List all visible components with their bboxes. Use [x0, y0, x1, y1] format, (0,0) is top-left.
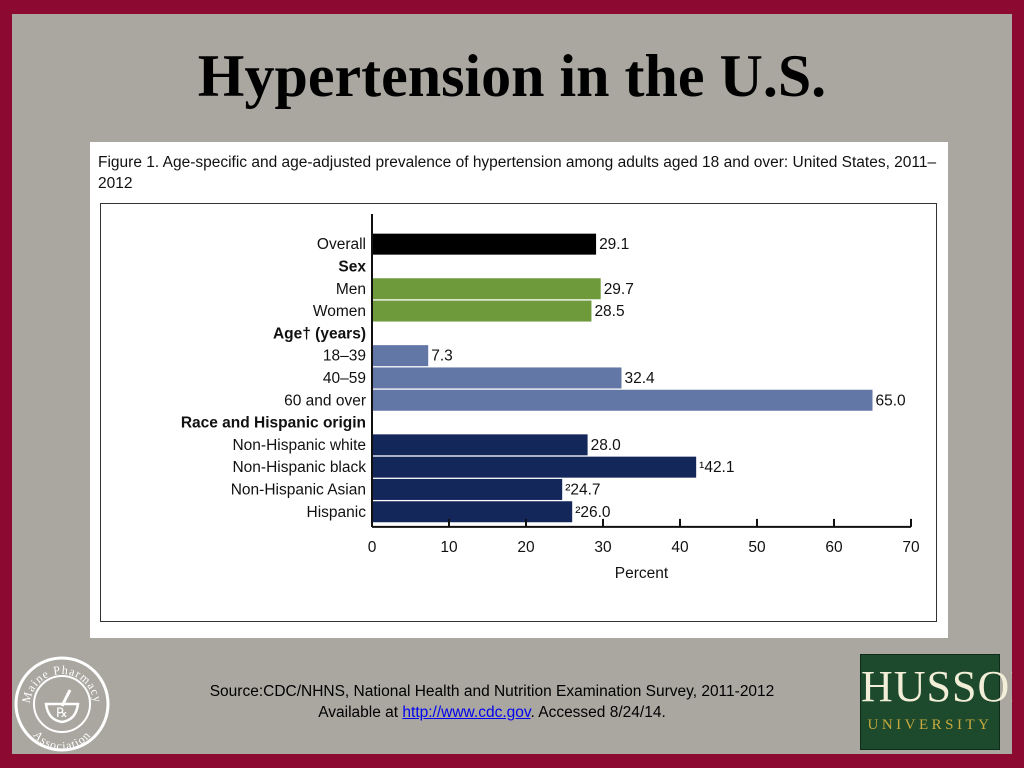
svg-text:℞: ℞	[56, 705, 68, 720]
accessed-text: . Accessed 8/24/14.	[530, 704, 666, 721]
chart-frame: Overall 29.1 Sex Men 29.7 Women 28.5 Age† (year…	[100, 203, 937, 622]
category-label: 18–39	[323, 348, 366, 365]
x-axis-label: Percent	[615, 565, 669, 582]
category-header: Age† (years)	[273, 325, 366, 342]
maine-pharmacy-association-logo: Maine Pharmacy Association ℞	[12, 654, 112, 754]
category-header: Race and Hispanic origin	[181, 415, 366, 432]
bar	[372, 501, 573, 523]
data-label: 65.0	[876, 392, 907, 409]
bar	[372, 456, 697, 478]
x-tick-label: 30	[594, 539, 612, 556]
bar	[372, 300, 592, 322]
data-label: 29.7	[604, 281, 634, 298]
husson-name: HUSSON	[861, 662, 1012, 711]
x-tick-label: 0	[368, 539, 377, 556]
category-label: 60 and over	[284, 392, 366, 409]
category-label: Men	[336, 281, 366, 298]
category-label: Non-Hispanic black	[232, 459, 366, 476]
mortar-pestle-icon: ℞	[44, 689, 80, 724]
bar	[372, 367, 622, 389]
data-label: 29.1	[599, 236, 629, 253]
category-label: Overall	[317, 236, 366, 253]
data-label: ¹42.1	[699, 459, 734, 476]
x-tick-label: 50	[748, 539, 766, 556]
husson-university-logo: HUSSON UNIVERSITY	[860, 654, 1012, 750]
data-label: 28.0	[591, 437, 622, 454]
slide-content: Hypertension in the U.S. Figure 1. Age-s…	[12, 14, 1012, 754]
availability-line: Available at http://www.cdc.gov. Accesse…	[112, 702, 872, 723]
x-tick-label: 70	[902, 539, 920, 556]
x-tick-label: 10	[440, 539, 458, 556]
bar	[372, 345, 429, 367]
bar	[372, 478, 563, 500]
data-label: ²26.0	[575, 504, 611, 521]
data-label: 28.5	[594, 303, 624, 320]
x-tick-label: 40	[671, 539, 689, 556]
data-label: 32.4	[624, 370, 655, 387]
figure-caption: Figure 1. Age-specific and age-adjusted …	[98, 154, 937, 192]
source-note: Source:CDC/NHNS, National Health and Nut…	[112, 681, 872, 723]
chart-panel: Figure 1. Age-specific and age-adjusted …	[90, 142, 948, 638]
bar	[372, 434, 588, 456]
category-header: Sex	[338, 258, 366, 275]
bar	[372, 233, 597, 255]
data-label: ²24.7	[565, 481, 600, 498]
data-label: 7.3	[431, 348, 453, 365]
husson-sub: UNIVERSITY	[867, 717, 993, 733]
bar	[372, 278, 601, 300]
category-label: 40–59	[323, 370, 366, 387]
bar	[372, 389, 873, 411]
category-label: Women	[313, 303, 366, 320]
category-label: Hispanic	[307, 504, 367, 521]
x-tick-label: 20	[517, 539, 535, 556]
cdc-link[interactable]: http://www.cdc.gov	[402, 704, 531, 721]
slide-title: Hypertension in the U.S.	[197, 43, 827, 109]
source-line: Source:CDC/NHNS, National Health and Nut…	[209, 683, 775, 700]
availability-prefix: Available at	[318, 704, 403, 721]
x-tick-label: 60	[825, 539, 843, 556]
bar-chart: Overall 29.1 Sex Men 29.7 Women 28.5 Age† (year…	[181, 214, 920, 582]
category-label: Non-Hispanic white	[232, 437, 366, 454]
category-label: Non-Hispanic Asian	[231, 481, 366, 498]
